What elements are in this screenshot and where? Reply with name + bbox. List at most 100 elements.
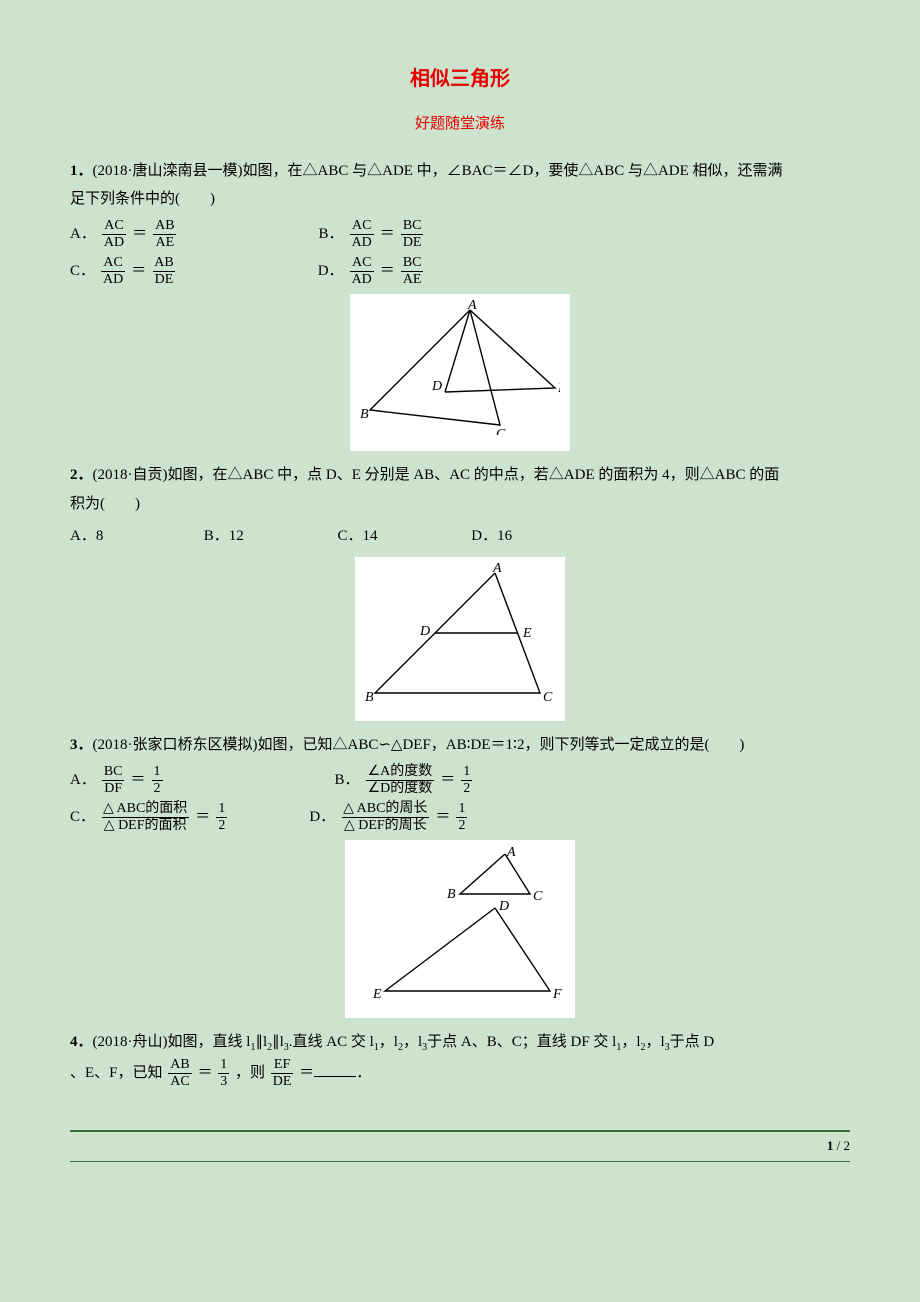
q1A-ld: AD: [102, 234, 126, 251]
q1A-rn: AB: [153, 218, 176, 234]
q3D-rn: 1: [456, 801, 467, 817]
q2lD: D: [419, 624, 430, 639]
lblD: D: [431, 379, 442, 394]
q1B-rd: DE: [401, 234, 424, 251]
q3lC: C: [533, 889, 543, 904]
q3-text: 如图，已知△ABC∽△DEF，AB∶DE＝1∶2，则下列等式一定成立的是( ): [258, 737, 745, 753]
q1-num: 1．: [70, 163, 93, 179]
q1-opt-C: C． ACAD＝ ABDE: [70, 255, 178, 288]
q3-opt-D: D． △ ABC的周长△ DEF的周长＝ 12: [309, 801, 469, 834]
q1-source: (2018·唐山滦南县一模): [93, 163, 243, 179]
q1C-rd: DE: [153, 271, 176, 288]
q4f1d: AC: [168, 1073, 191, 1090]
q2lB: B: [365, 690, 374, 705]
q1C-rn: AB: [152, 255, 175, 271]
q3A-ln: BC: [102, 764, 125, 780]
q4a4: .直线 AC 交 l: [289, 1034, 374, 1050]
q1A-ln: AC: [102, 218, 125, 234]
page-footer: 1 / 2: [70, 1130, 850, 1162]
subtitle: 好题随堂演练: [70, 110, 850, 139]
q2-stem: 2．(2018·自贡)如图，在△ABC 中，点 D、E 分别是 AB、AC 的中…: [70, 461, 850, 490]
q4a7: 于点 A、B、C；直线 DF 交 l: [427, 1034, 616, 1050]
q1D-ld: AD: [350, 271, 374, 288]
q1C-ln: AC: [101, 255, 124, 271]
q3-opt-C: C． △ ABC的面积△ DEF的面积＝ 12: [70, 801, 229, 834]
q3lD: D: [498, 899, 509, 914]
q1-stem-b: 足下列条件中的( ): [70, 185, 850, 214]
q2-text-a: 如图，在△ABC 中，点 D、E 分别是 AB、AC 的中点，若△ADE 的面积…: [168, 467, 780, 483]
q1-text-a: 如图，在△ABC 与△ADE 中，∠BAC＝∠D，要使△ABC 与△ADE 相似…: [243, 163, 783, 179]
q1-opts-row2: C． ACAD＝ ABDE D． ACAD＝ BCAE: [70, 255, 850, 288]
q4f3d: DE: [271, 1073, 294, 1090]
q4f1n: AB: [168, 1057, 191, 1073]
q3A-rd: 2: [152, 780, 163, 797]
q4a10: 于点 D: [670, 1034, 715, 1050]
q4b4: ＝: [299, 1065, 314, 1081]
q1-opt-D: D． ACAD＝ BCAE: [318, 255, 426, 288]
q4b1: 、E、F，已知: [70, 1065, 163, 1081]
q4f3n: EF: [272, 1057, 292, 1073]
q3B-ld: ∠D的度数: [366, 780, 435, 797]
q3lB: B: [447, 887, 456, 902]
q4f2d: 3: [218, 1073, 229, 1090]
q3D-ln: △ ABC的周长: [341, 801, 429, 817]
q2-source: (2018·自贡): [93, 467, 168, 483]
q2-svg: A B C D E: [365, 563, 555, 705]
q2-opts: A．8 B．12 C．14 D．16: [70, 522, 850, 551]
q3C-ln: △ ABC的面积: [101, 801, 189, 817]
q1-stem: 1．(2018·唐山滦南县一模)如图，在△ABC 与△ADE 中，∠BAC＝∠D…: [70, 157, 850, 186]
q4-stem-a: 4．(2018·舟山)如图，直线 l1∥l2∥l3.直线 AC 交 l1，l2，…: [70, 1028, 850, 1057]
q4a8: ，l: [621, 1034, 640, 1050]
q4a1: 如图，直线 l: [168, 1034, 251, 1050]
q1A-rd: AE: [153, 234, 176, 251]
q1D-ln: AC: [350, 255, 373, 271]
question-4: 4．(2018·舟山)如图，直线 l1∥l2∥l3.直线 AC 交 l1，l2，…: [70, 1028, 850, 1090]
q3-opts-row1: A． BCDF＝ 12 B． ∠A的度数∠D的度数＝ 12: [70, 764, 850, 797]
q3-opt-B: B． ∠A的度数∠D的度数＝ 12: [335, 764, 475, 797]
lblC: C: [496, 427, 506, 435]
q4b2: ＝: [197, 1065, 212, 1081]
q2-opt-B: B．12: [204, 522, 334, 551]
q3C-rd: 2: [216, 817, 227, 834]
q2-num: 2．: [70, 467, 93, 483]
q4a3: ∥l: [272, 1034, 284, 1050]
page-total: 2: [844, 1138, 851, 1153]
q3B-rn: 1: [461, 764, 472, 780]
q4a9: ，l: [646, 1034, 665, 1050]
blank: [314, 1063, 356, 1077]
q1-svg: A B C D E: [360, 300, 560, 435]
q1B-ld: AD: [350, 234, 374, 251]
q1C-ld: AD: [101, 271, 125, 288]
q3C-rn: 1: [216, 801, 227, 817]
q1D-rd: AE: [401, 271, 424, 288]
lblE: E: [557, 381, 560, 396]
q1B-rn: BC: [401, 218, 424, 234]
q4a5: ，l: [379, 1034, 398, 1050]
q3lE: E: [372, 987, 382, 1001]
lblA: A: [467, 300, 477, 313]
q1-opts-row1: A． ACAD＝ ABAE B． ACAD＝ BCDE: [70, 218, 850, 251]
lblB: B: [360, 407, 369, 422]
q3-stem: 3．(2018·张家口桥东区模拟)如图，已知△ABC∽△DEF，AB∶DE＝1∶…: [70, 731, 850, 760]
q3-opts-row2: C． △ ABC的面积△ DEF的面积＝ 12 D． △ ABC的周长△ DEF…: [70, 801, 850, 834]
q3lF: F: [552, 987, 562, 1001]
q3-source: (2018·张家口桥东区模拟): [93, 737, 258, 753]
q3B-rd: 2: [461, 780, 472, 797]
question-1: 1．(2018·唐山滦南县一模)如图，在△ABC 与△ADE 中，∠BAC＝∠D…: [70, 157, 850, 452]
q3-svg: A B C D E F: [355, 846, 565, 1001]
question-2: 2．(2018·自贡)如图，在△ABC 中，点 D、E 分别是 AB、AC 的中…: [70, 461, 850, 721]
q3A-ld: DF: [102, 780, 124, 797]
question-3: 3．(2018·张家口桥东区模拟)如图，已知△ABC∽△DEF，AB∶DE＝1∶…: [70, 731, 850, 1017]
q3-opt-A: A． BCDF＝ 12: [70, 764, 165, 797]
page-sep: /: [833, 1138, 843, 1153]
q1B-ln: AC: [350, 218, 373, 234]
q4f2n: 1: [218, 1057, 229, 1073]
q3D-ld: △ DEF的周长: [342, 817, 429, 834]
q1-figure: A B C D E: [70, 294, 850, 452]
q4-source: (2018·舟山): [93, 1034, 168, 1050]
q3-num: 3．: [70, 737, 93, 753]
q1-opt-A: A． ACAD＝ ABAE: [70, 218, 179, 251]
q2-figure: A B C D E: [70, 557, 850, 722]
q2lE: E: [522, 626, 532, 641]
q2-stem-b: 积为( ): [70, 490, 850, 519]
